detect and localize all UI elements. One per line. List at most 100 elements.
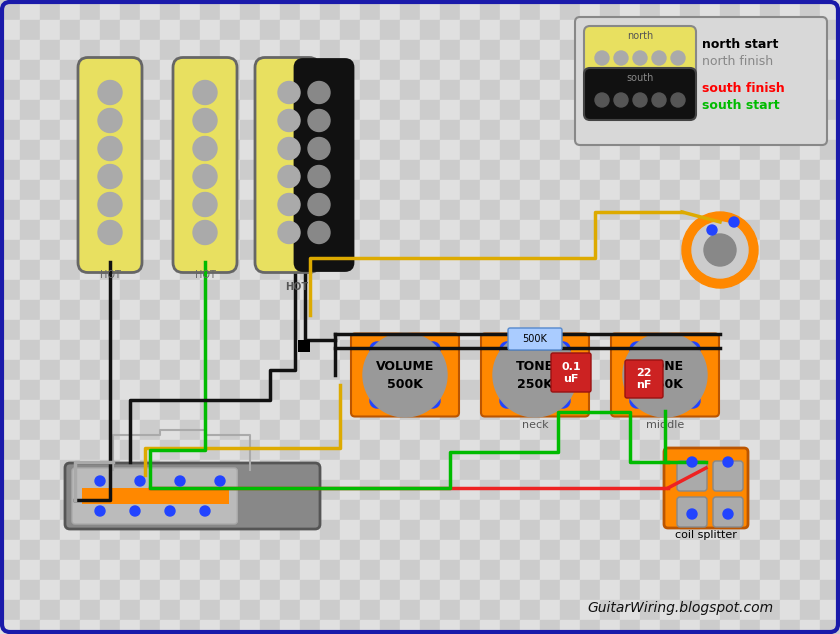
Bar — [360, 420, 380, 440]
Bar — [220, 120, 240, 140]
Bar — [660, 280, 680, 300]
Bar — [800, 280, 820, 300]
Bar — [20, 20, 40, 40]
Bar — [20, 360, 40, 380]
Bar — [280, 200, 300, 220]
Bar — [300, 60, 320, 80]
Bar — [20, 60, 40, 80]
Bar — [380, 0, 400, 20]
Bar — [180, 80, 200, 100]
Bar — [660, 320, 680, 340]
Bar — [360, 400, 380, 420]
Bar — [580, 40, 600, 60]
Bar — [240, 180, 260, 200]
Bar — [40, 160, 60, 180]
Bar — [600, 80, 620, 100]
Bar — [240, 220, 260, 240]
Bar — [740, 100, 760, 120]
Bar — [780, 520, 800, 540]
Bar — [680, 500, 700, 520]
Bar — [780, 280, 800, 300]
Bar — [220, 20, 240, 40]
Bar — [740, 580, 760, 600]
Bar — [360, 620, 380, 634]
Bar — [720, 200, 740, 220]
Bar — [740, 600, 760, 620]
Bar — [820, 60, 840, 80]
Bar — [220, 520, 240, 540]
Bar — [580, 80, 600, 100]
Bar — [240, 480, 260, 500]
Bar — [120, 560, 140, 580]
Bar — [560, 20, 580, 40]
Bar — [460, 440, 480, 460]
Bar — [380, 80, 400, 100]
Bar — [340, 460, 360, 480]
Bar — [220, 0, 240, 20]
Bar — [280, 120, 300, 140]
Bar — [140, 200, 160, 220]
Bar — [420, 220, 440, 240]
Bar — [820, 380, 840, 400]
Circle shape — [623, 333, 707, 417]
Bar — [720, 460, 740, 480]
Bar — [300, 100, 320, 120]
FancyBboxPatch shape — [351, 333, 459, 417]
Bar — [660, 220, 680, 240]
Bar — [420, 460, 440, 480]
Bar — [200, 540, 220, 560]
Bar — [120, 180, 140, 200]
Bar — [500, 280, 520, 300]
Bar — [120, 600, 140, 620]
Bar — [520, 300, 540, 320]
Bar — [40, 320, 60, 340]
Bar — [380, 180, 400, 200]
Bar — [320, 100, 340, 120]
Bar — [240, 560, 260, 580]
Bar — [100, 440, 120, 460]
Bar — [320, 360, 340, 380]
Bar — [780, 600, 800, 620]
Bar — [120, 420, 140, 440]
Bar — [680, 100, 700, 120]
Bar — [360, 220, 380, 240]
Bar — [760, 620, 780, 634]
Bar — [680, 580, 700, 600]
Bar — [20, 460, 40, 480]
Bar — [420, 40, 440, 60]
Bar — [600, 300, 620, 320]
Bar — [540, 560, 560, 580]
Bar — [760, 200, 780, 220]
Bar — [360, 540, 380, 560]
Bar — [140, 360, 160, 380]
Circle shape — [193, 164, 217, 188]
Bar — [620, 140, 640, 160]
Bar — [280, 500, 300, 520]
Bar — [800, 300, 820, 320]
Bar — [280, 620, 300, 634]
Bar — [260, 140, 280, 160]
Bar — [540, 240, 560, 260]
Bar — [720, 80, 740, 100]
Bar — [460, 340, 480, 360]
Bar — [800, 140, 820, 160]
Bar — [740, 260, 760, 280]
Bar — [260, 260, 280, 280]
Bar — [80, 320, 100, 340]
Bar — [620, 0, 640, 20]
Bar — [560, 300, 580, 320]
Bar — [280, 540, 300, 560]
Bar — [420, 0, 440, 20]
Bar — [200, 160, 220, 180]
Bar — [240, 100, 260, 120]
Bar — [240, 0, 260, 20]
Text: north finish: north finish — [702, 55, 773, 68]
Bar — [380, 140, 400, 160]
Bar — [20, 200, 40, 220]
Bar — [260, 320, 280, 340]
Bar — [160, 100, 180, 120]
Bar — [500, 580, 520, 600]
Bar — [380, 280, 400, 300]
Bar — [660, 460, 680, 480]
Bar — [0, 180, 20, 200]
